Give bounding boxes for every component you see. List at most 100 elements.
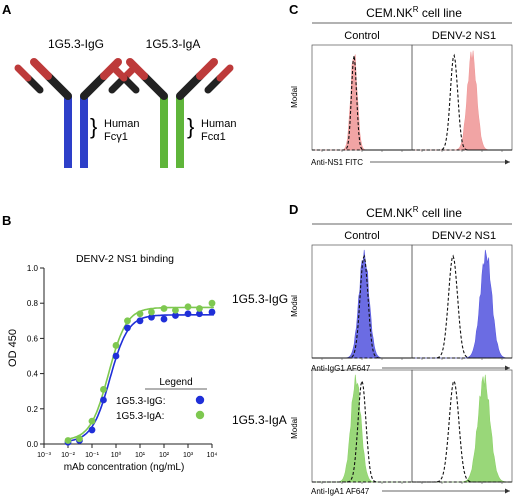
igg-fab-left [30, 58, 52, 80]
igg-fc-brace: } [90, 114, 97, 139]
chart-xlabel: mAb concentration (ng/mL) [64, 462, 185, 473]
panel-c-arrow-head [505, 159, 510, 165]
panel-b: B DENV-2 NS1 binding OD 450 mAb concentr… [2, 213, 217, 473]
chart-legend: Legend 1G5.3-IgG: 1G5.3-IgA: [116, 377, 207, 422]
panel-d-xlabel-iga: Anti-IgA1 AF647 [311, 487, 370, 496]
iga-light-left-tip [110, 64, 128, 82]
legend-igg-marker [195, 395, 205, 405]
legend-title: Legend [159, 377, 192, 388]
igg-hinge-right [80, 72, 108, 100]
c-control-isotype-dashed [312, 55, 412, 151]
data-point-iga [184, 303, 192, 311]
d-igg-control-isotype-dashed [312, 254, 412, 359]
igg-antibody-name: 1G5.3-IgG [48, 37, 104, 51]
panel-d-row-igg: 1G5.3-IgG [232, 292, 288, 306]
c-ns1-histogram [412, 50, 512, 151]
data-point-iga [208, 299, 216, 307]
y-tick-label: 0.2 [27, 405, 39, 414]
data-point-igg [160, 315, 168, 323]
panel-c-xlabel: Anti-NS1 FITC [311, 158, 363, 167]
panel-d-xlabel-igg: Anti-IgG1 AF647 [311, 364, 371, 373]
c-ns1-isotype-dashed [412, 53, 512, 151]
iga-light-right-tip [216, 64, 234, 82]
igg-fc-label-line1: Human [104, 118, 139, 130]
y-tick-label: 1.0 [27, 264, 39, 273]
igg-light-left-tip [14, 64, 32, 82]
data-point-iga [148, 308, 155, 316]
data-point-igg [112, 352, 120, 360]
panel-c: C CEM.NKR cell line Control DENV-2 NS1 M… [289, 2, 513, 167]
panel-b-letter: B [2, 213, 11, 228]
data-point-iga [88, 417, 96, 425]
panel-d-iga-arrow-head [505, 488, 510, 494]
data-point-iga [160, 305, 168, 312]
c-control-histogram [312, 54, 412, 151]
igg-hinge-left [44, 72, 72, 100]
panel-d-ylabel-igg: Modal [290, 295, 299, 317]
legend-iga-label: 1G5.3-IgA: [116, 411, 164, 422]
d-iga-ns1-histogram [412, 374, 512, 483]
panel-d-histograms [311, 244, 513, 484]
legend-iga-marker [195, 410, 205, 420]
d-iga-control-histogram [312, 374, 412, 483]
igg-antibody-icon [14, 58, 138, 168]
c-ns1-frame [411, 44, 513, 151]
x-tick-label: 10² [159, 452, 170, 459]
data-point-iga [172, 306, 179, 314]
y-tick-label: 0.6 [27, 334, 39, 343]
panel-d-row-iga: 1G5.3-IgA [232, 413, 287, 427]
panel-c-cell-line: CEM.NKR cell line [366, 5, 462, 20]
iga-antibody-name: 1G5.3-IgA [146, 37, 201, 51]
data-point-igg [124, 324, 131, 332]
y-tick-label: 0.0 [27, 440, 39, 449]
iga-fab-right [196, 58, 218, 80]
x-tick-label: 10⁻³ [37, 452, 51, 459]
y-tick-label: 0.8 [27, 299, 39, 308]
data-point-iga [136, 310, 144, 318]
panel-c-letter: C [289, 2, 299, 17]
data-point-iga [76, 435, 83, 443]
legend-igg-label: 1G5.3-IgG: [116, 396, 165, 407]
d-iga-ns1-frame [411, 369, 513, 483]
panel-c-col-control: Control [344, 30, 379, 42]
panel-d-ylabel-iga: Modal [290, 417, 299, 439]
panel-d-igg-arrow-head [505, 365, 510, 371]
y-tick-label: 0.4 [27, 370, 39, 379]
panel-c-histograms [311, 44, 513, 152]
data-point-iga [64, 437, 72, 444]
data-point-igg [148, 313, 155, 321]
chart-axes: 0.0 0.2 0.4 0.6 0.8 1.0 10⁻³ 10⁻² 10⁻¹ 10⁰ 10¹ 10² 1… [27, 264, 218, 459]
panel-d: D CEM.NKR cell line Control DENV-2 NS1 1… [232, 202, 513, 496]
iga-fc-label-line2: Fcα1 [201, 131, 226, 143]
panel-c-ylabel: Modal [290, 86, 299, 108]
iga-hinge-right [176, 72, 204, 100]
panel-d-letter: D [289, 202, 298, 217]
data-point-iga [196, 305, 203, 312]
x-tick-label: 10⁻² [61, 452, 75, 459]
data-point-igg [172, 312, 179, 319]
panel-a-letter: A [2, 2, 12, 17]
d-iga-ns1-isotype-dashed [412, 379, 512, 483]
iga-hinge-left [140, 72, 168, 100]
panel-d-cell-line: CEM.NKR cell line [366, 205, 462, 220]
d-igg-ns1-isotype-dashed [412, 254, 512, 359]
data-point-iga [100, 386, 107, 393]
iga-fc-label-line1: Human [201, 118, 236, 130]
x-tick-label: 10³ [183, 452, 194, 459]
chart-points [64, 299, 216, 446]
data-point-igg [136, 317, 144, 325]
panel-d-col-ns1: DENV-2 NS1 [432, 230, 496, 242]
igg-fc-label-line2: Fcγ1 [104, 131, 128, 143]
x-tick-label: 10⁻¹ [85, 452, 99, 459]
data-point-igg [208, 308, 216, 316]
c-control-frame [311, 44, 413, 151]
x-tick-label: 10⁰ [111, 451, 122, 459]
data-point-igg [184, 310, 192, 318]
panel-c-col-ns1: DENV-2 NS1 [432, 30, 496, 42]
d-iga-control-isotype-dashed [312, 378, 412, 483]
chart-ylabel: OD 450 [7, 329, 19, 367]
x-tick-label: 10⁴ [207, 452, 218, 459]
iga-antibody-icon [110, 58, 234, 168]
iga-fc-brace: } [187, 114, 194, 139]
